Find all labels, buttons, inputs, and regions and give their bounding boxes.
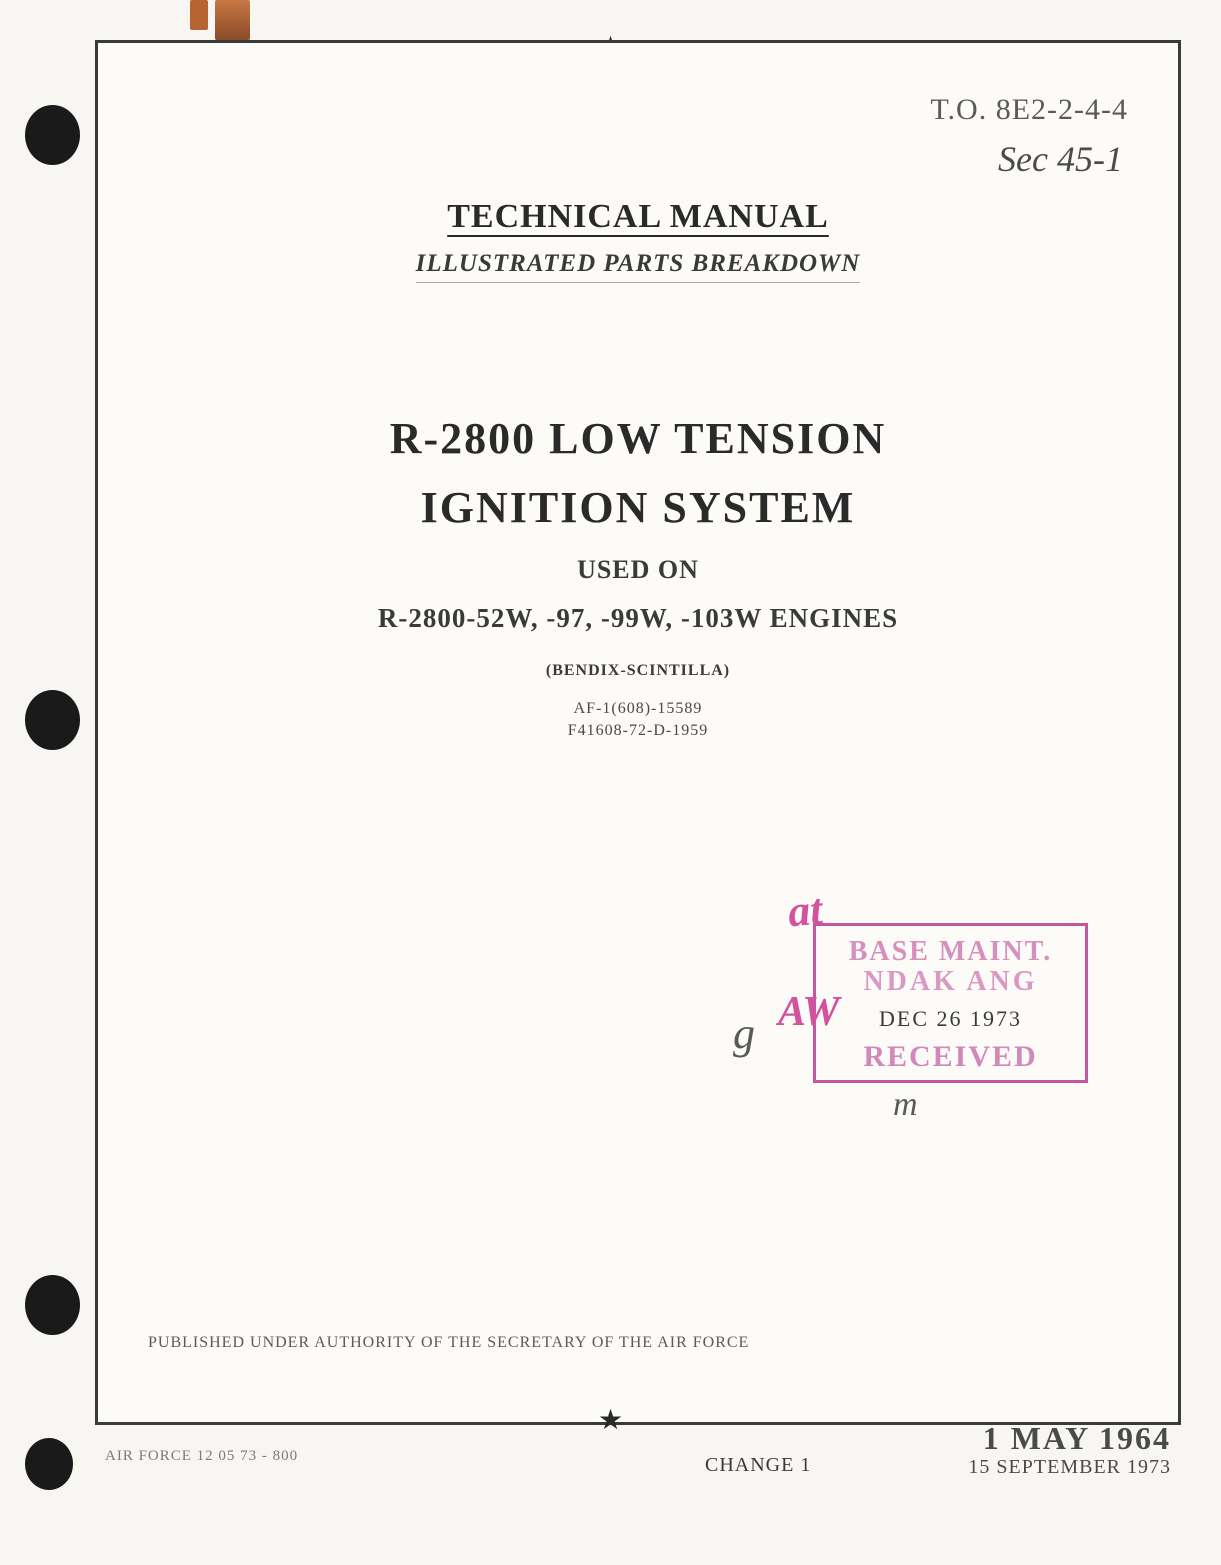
stamp-date: DEC 26 1973 <box>828 1006 1073 1032</box>
stamp-received-label: RECEIVED <box>828 1040 1073 1074</box>
document-page: T.O. 8E2-2-4-4 Sec 45-1 TECHNICAL MANUAL… <box>95 40 1181 1425</box>
punch-hole <box>25 105 80 165</box>
document-type-title: TECHNICAL MANUAL <box>98 198 1178 236</box>
rust-stain <box>215 0 250 40</box>
received-stamp-box: BASE MAINT. NDAK ANG DEC 26 1973 RECEIVE… <box>813 923 1088 1083</box>
rust-stain-2 <box>190 0 208 30</box>
stamp-org-line2: NDAK ANG <box>828 966 1073 998</box>
punch-hole <box>25 1438 73 1490</box>
received-stamp-area: at g BASE MAINT. NDAK ANG DEC 26 1973 RE… <box>788 893 1093 1088</box>
stamp-org-line1: BASE MAINT. <box>828 936 1073 968</box>
handwritten-annotation-m: m <box>893 1086 918 1124</box>
technical-order-number: T.O. 8E2-2-4-4 <box>930 93 1128 127</box>
document-subtitle: ILLUSTRATED PARTS BREAKDOWN <box>416 250 861 283</box>
star-ornament-bottom: ★ <box>598 1403 623 1437</box>
main-title-line1: R-2800 LOW TENSION <box>98 413 1178 464</box>
footer-date-revision: 15 SEPTEMBER 1973 <box>968 1456 1171 1479</box>
footer-change-number: CHANGE 1 <box>705 1454 811 1477</box>
footer-print-info: AIR FORCE 12 05 73 - 800 <box>105 1448 298 1465</box>
used-on-label: USED ON <box>98 555 1178 585</box>
contract-number-1: AF-1(608)-15589 <box>98 700 1178 718</box>
manufacturer: (BENDIX-SCINTILLA) <box>98 662 1178 680</box>
main-title-block: R-2800 LOW TENSION IGNITION SYSTEM USED … <box>98 413 1178 740</box>
handwritten-annotation-aw: AW <box>778 988 840 1036</box>
punch-hole <box>25 690 80 750</box>
contract-number-2: F41608-72-D-1959 <box>98 722 1178 740</box>
header-block: TECHNICAL MANUAL ILLUSTRATED PARTS BREAK… <box>98 198 1178 283</box>
handwritten-annotation-g: g <box>733 1008 755 1059</box>
handwritten-section-note: Sec 45-1 <box>998 138 1123 180</box>
punch-hole <box>25 1275 80 1335</box>
footer-date-original: 1 MAY 1964 <box>983 1420 1171 1457</box>
publication-authority: PUBLISHED UNDER AUTHORITY OF THE SECRETA… <box>148 1334 749 1352</box>
main-title-line2: IGNITION SYSTEM <box>98 482 1178 533</box>
engines-list: R-2800-52W, -97, -99W, -103W ENGINES <box>98 603 1178 634</box>
